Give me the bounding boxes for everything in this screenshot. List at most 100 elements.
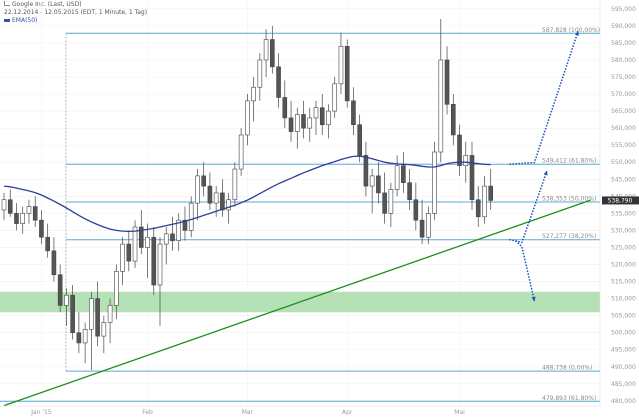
candle-body (82, 328, 88, 344)
candle-body (70, 294, 75, 334)
candle-body (301, 114, 306, 129)
candle-body (151, 236, 157, 286)
candle-body (107, 305, 113, 323)
candle-body (263, 39, 269, 61)
candle-body (213, 192, 219, 204)
candle-body (220, 192, 225, 211)
y-tick-label: 520,000 (611, 262, 636, 269)
candle-body (1, 199, 7, 211)
candle-body (294, 114, 300, 132)
candle-body (475, 199, 481, 218)
ema-swatch-icon (4, 19, 10, 22)
y-tick-label: 495,000 (611, 347, 636, 354)
candle-body (482, 185, 487, 218)
candle-body (257, 59, 263, 88)
y-tick-label: 555,000 (611, 142, 636, 149)
ema-layer (3, 155, 491, 233)
candle-body (288, 117, 294, 132)
candle-body (170, 233, 175, 241)
y-tick-label: 485,000 (611, 381, 636, 388)
candle-body (207, 185, 213, 204)
candle-body (394, 165, 400, 190)
y-tick-label: 535,000 (611, 210, 636, 217)
y-tick-label: 580,000 (611, 57, 636, 64)
candle-body (488, 185, 494, 201)
grid (0, 2, 600, 406)
fib-level-layer: 587,828 (100,00%) 549,412 (61,80%) 538,353… (0, 27, 600, 402)
candle-body (276, 66, 281, 98)
candle-body (332, 83, 338, 112)
candle-body (89, 298, 94, 330)
y-tick-label: 550,000 (611, 159, 636, 166)
candle-body (369, 175, 375, 187)
trend-layer (3, 199, 591, 407)
candle-body (176, 219, 182, 241)
candle-body (407, 182, 412, 201)
candle-body (138, 226, 144, 248)
candle-body (326, 110, 331, 126)
y-tick-label: 570,000 (611, 91, 636, 98)
candle-body (438, 59, 444, 153)
y-tick-label: 585,000 (611, 40, 636, 47)
candle-body (313, 107, 319, 119)
fib-level-label: 488,738 (0,00%) (542, 365, 592, 372)
candle-body (188, 202, 194, 231)
candle-body (45, 236, 50, 252)
y-tick-label: 590,000 (611, 23, 636, 30)
chart-range-header: 22.12.2014 - 12.05.2015 (EDT, 1 Minute, … (4, 9, 148, 16)
y-tick-label: 500,000 (611, 330, 636, 337)
x-tick-label: Feb (142, 409, 153, 416)
y-tick-label: 505,000 (611, 313, 636, 320)
fib-level-label: 587,828 (100,00%) (542, 27, 600, 34)
candle-body (64, 294, 69, 306)
candle-body (363, 155, 369, 187)
candle-body (157, 243, 163, 286)
candle-body (463, 155, 469, 166)
y-tick-label: 480,000 (611, 398, 636, 405)
y-tick-label: 490,000 (611, 364, 636, 371)
y-tick-label: 565,000 (611, 108, 636, 115)
y-tick-label: 545,000 (611, 176, 636, 183)
y-tick-label: 510,000 (611, 296, 636, 303)
candle-body (182, 219, 188, 231)
candle-body (14, 213, 19, 224)
y-tick-label: 595,000 (611, 6, 636, 13)
candle-body (120, 243, 125, 272)
x-tick-label: Mai (454, 409, 465, 416)
candle-body (201, 175, 206, 187)
candle-body (401, 165, 406, 183)
projection-arrow (509, 170, 548, 244)
candle-body (426, 213, 431, 238)
projection-arrow (515, 240, 536, 302)
candle-body (319, 107, 325, 126)
y-tick-label: 530,000 (611, 227, 636, 234)
candle-body (382, 192, 387, 214)
candle-body (132, 226, 138, 262)
x-tick-label: Mar (242, 409, 254, 416)
candle-body (20, 213, 26, 224)
x-tick-label: Jan '15 (30, 409, 52, 416)
y-tick-label: 525,000 (611, 244, 636, 251)
symbol-label: Google Inc. (Last, USD) (12, 1, 82, 8)
candle-body (376, 175, 381, 194)
candle-body (282, 97, 288, 119)
last-price-box (602, 196, 639, 205)
candle-body (307, 117, 313, 129)
candle-body (232, 168, 238, 201)
candle-body (338, 46, 344, 85)
candle-body (226, 199, 231, 211)
projection-arrowhead (574, 31, 579, 36)
candle-body (76, 332, 82, 344)
candle-body (101, 322, 107, 337)
candle-body (163, 233, 169, 245)
candle-body (413, 199, 419, 221)
candle-body (114, 271, 119, 306)
projection-layer (509, 31, 579, 302)
candle-body (419, 219, 425, 238)
candle-body (145, 236, 150, 248)
candle-body (351, 100, 356, 126)
candle-body (444, 59, 450, 105)
y-tick-label: 575,000 (611, 74, 636, 81)
